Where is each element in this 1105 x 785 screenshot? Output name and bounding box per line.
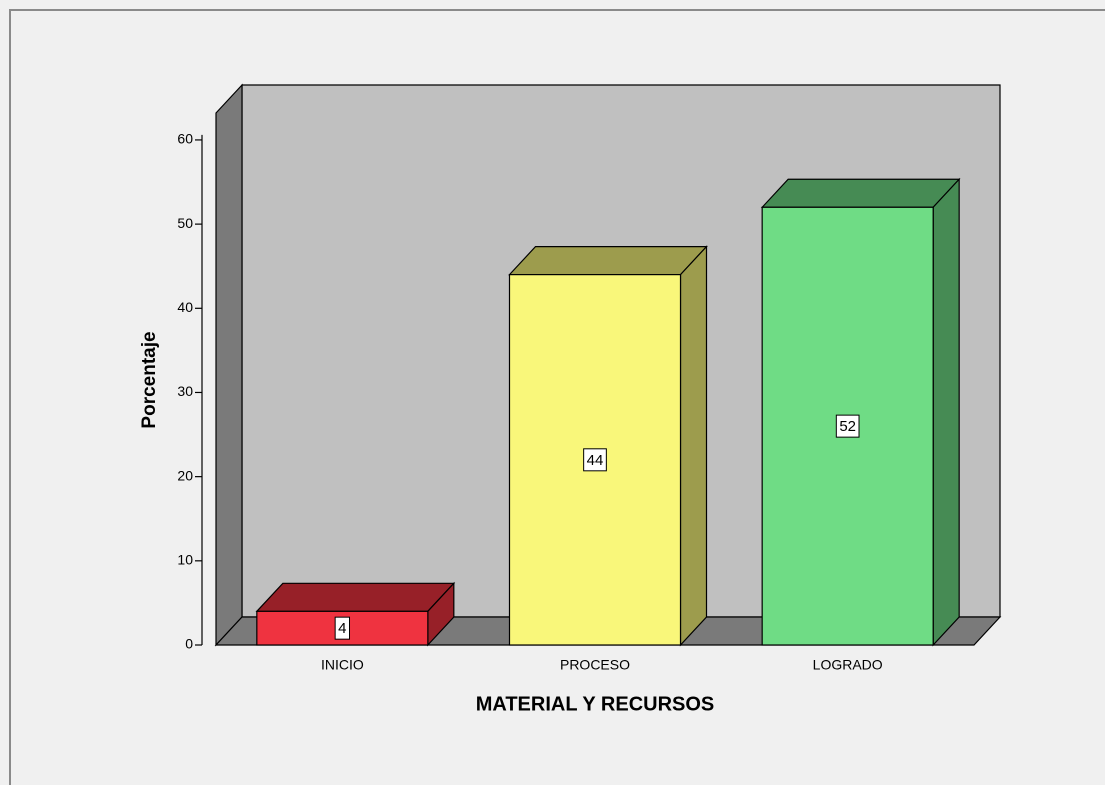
y-tick-label: 60 [177,131,193,147]
data-label-box [583,448,607,472]
bar-side [932,177,960,647]
bar-top [508,246,708,276]
data-label: 52 [839,418,856,435]
data-label: 4 [338,620,346,637]
y-tick-label: 0 [185,636,193,652]
x-tick-label: INICIO [321,657,364,673]
side-wall [215,83,243,647]
bar-top [255,582,456,612]
x-tick-label: LOGRADO [813,657,883,673]
data-label-box [835,414,860,438]
y-tick-label: 50 [177,215,193,231]
y-tick-label: 40 [177,299,193,315]
frame [9,9,1105,785]
bar-top [760,178,961,208]
y-tick-label: 30 [177,383,193,399]
bar-side [679,245,708,647]
x-axis-title: MATERIAL Y RECURSOS [476,693,715,715]
y-tick-label: 20 [177,467,193,483]
x-tick-label: PROCESO [560,657,630,673]
data-label: 44 [587,452,604,469]
data-label-box [334,616,351,640]
y-axis-title: Porcentaje [139,331,160,428]
y-tick-label: 10 [177,552,193,568]
